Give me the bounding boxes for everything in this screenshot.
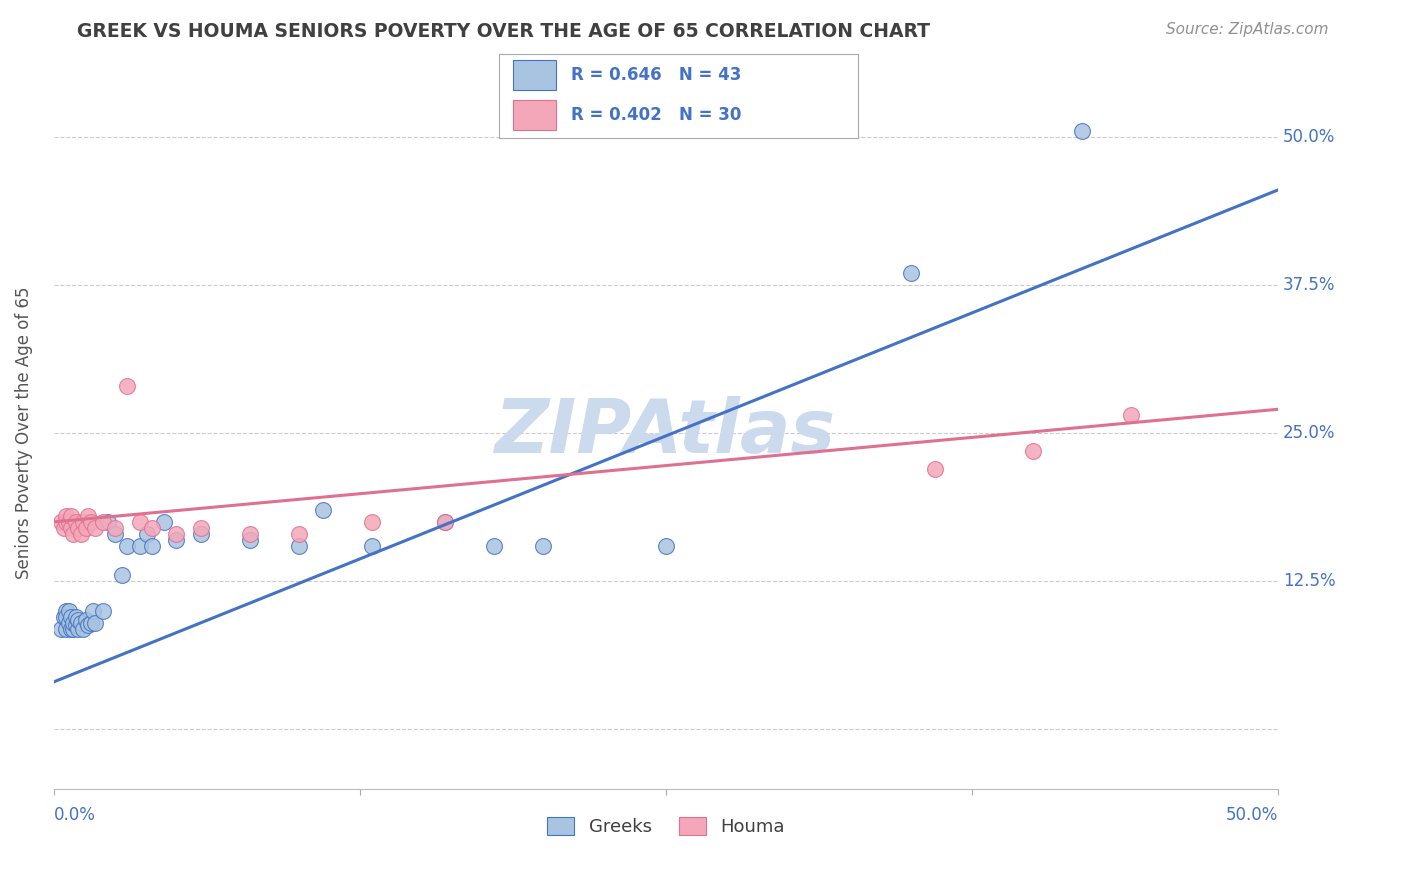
Point [153, 515, 176, 529]
Point [79, 615, 101, 630]
Y-axis label: Seniors Poverty Over the Age of 65: Seniors Poverty Over the Age of 65 [15, 286, 32, 579]
Point [75, 521, 97, 535]
Point [51, 515, 73, 529]
Point [62, 526, 84, 541]
Text: R = 0.402   N = 30: R = 0.402 N = 30 [571, 106, 741, 124]
Point [135, 526, 157, 541]
Point [239, 526, 262, 541]
Point [55, 604, 77, 618]
Point [91, 604, 114, 618]
Point [434, 515, 457, 529]
Point [84, 521, 107, 535]
Point [84, 615, 107, 630]
Point [190, 526, 212, 541]
Text: Source: ZipAtlas.com: Source: ZipAtlas.com [1166, 22, 1329, 37]
Point [239, 533, 262, 547]
Point [111, 568, 134, 582]
Point [900, 266, 922, 280]
Point [361, 515, 384, 529]
Point [128, 539, 150, 553]
Text: GREEK VS HOUMA SENIORS POVERTY OVER THE AGE OF 65 CORRELATION CHART: GREEK VS HOUMA SENIORS POVERTY OVER THE … [77, 22, 931, 41]
Bar [513, 100, 557, 130]
Legend: Greeks, Houma: Greeks, Houma [540, 810, 792, 844]
Point [75, 613, 97, 627]
Text: 12.5%: 12.5% [1282, 572, 1336, 591]
Point [59, 508, 82, 523]
Point [65, 515, 87, 529]
Point [312, 503, 335, 517]
Point [55, 609, 77, 624]
Point [77, 508, 100, 523]
Point [52, 521, 75, 535]
Point [531, 539, 554, 553]
Point [1022, 443, 1045, 458]
Point [165, 533, 187, 547]
Point [62, 622, 84, 636]
Point [59, 622, 82, 636]
Text: 50.0%: 50.0% [1282, 128, 1336, 145]
Bar [513, 61, 557, 90]
Text: 25.0%: 25.0% [1282, 424, 1336, 442]
Point [58, 604, 80, 618]
Point [91, 515, 114, 529]
Point [58, 615, 80, 630]
Point [117, 378, 139, 392]
Point [55, 622, 77, 636]
Point [1119, 408, 1142, 422]
Point [58, 515, 80, 529]
Point [361, 539, 384, 553]
Point [67, 622, 90, 636]
Point [79, 515, 101, 529]
Text: 50.0%: 50.0% [1226, 806, 1278, 824]
Text: 0.0%: 0.0% [53, 806, 96, 824]
Point [55, 515, 77, 529]
Point [72, 622, 94, 636]
Point [655, 539, 678, 553]
Point [72, 515, 94, 529]
Point [924, 461, 946, 475]
Text: R = 0.646   N = 43: R = 0.646 N = 43 [571, 66, 741, 84]
Point [117, 539, 139, 553]
Point [77, 618, 100, 632]
Point [51, 622, 73, 636]
Point [69, 526, 91, 541]
Point [65, 618, 87, 632]
Point [59, 609, 82, 624]
Point [484, 539, 506, 553]
Point [287, 526, 309, 541]
Point [67, 521, 90, 535]
Point [287, 539, 309, 553]
Point [59, 521, 82, 535]
Text: 37.5%: 37.5% [1282, 276, 1336, 293]
Point [55, 508, 77, 523]
Point [97, 515, 120, 529]
Point [104, 521, 127, 535]
Point [65, 609, 87, 624]
Point [52, 609, 75, 624]
Text: ZIPAtlas: ZIPAtlas [495, 396, 837, 469]
Point [82, 604, 104, 618]
Point [69, 615, 91, 630]
Point [67, 613, 90, 627]
Point [62, 615, 84, 630]
Point [1071, 124, 1094, 138]
Point [128, 515, 150, 529]
Point [434, 515, 457, 529]
Point [190, 521, 212, 535]
Point [141, 521, 163, 535]
Point [141, 539, 163, 553]
Point [165, 526, 187, 541]
Point [104, 526, 127, 541]
